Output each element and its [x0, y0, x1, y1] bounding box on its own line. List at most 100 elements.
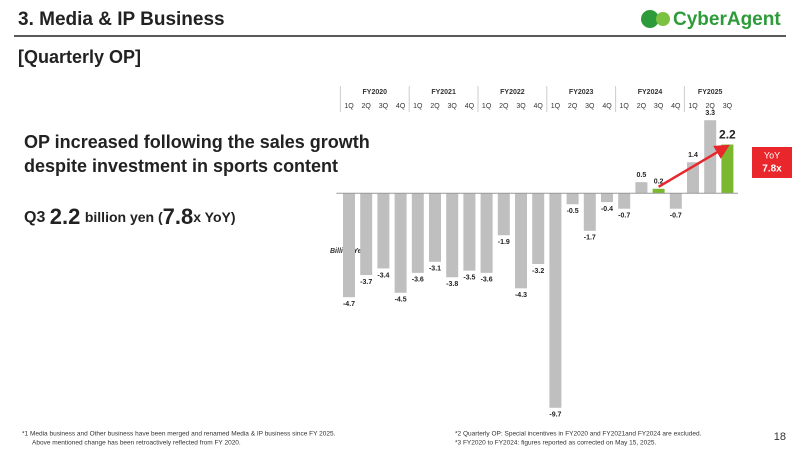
value-label: -1.9	[498, 239, 510, 246]
fiscal-year-label: FY2023	[569, 89, 594, 96]
quarter-label: 3Q	[448, 103, 458, 110]
value-label: -4.3	[515, 292, 527, 299]
bar	[549, 193, 562, 408]
value-label: -3.1	[429, 266, 441, 273]
summary-ratio: 7.8	[163, 204, 194, 229]
bar	[360, 193, 373, 276]
value-label: -4.7	[343, 301, 355, 308]
chart: FY2020 1Q -4.7 2Q -3.7 3Q -3.4 4Q -4.5 FY2021 1Q -3…	[336, 86, 792, 419]
quarter-label: 3Q	[585, 103, 595, 110]
fiscal-year-label: FY2024	[638, 89, 663, 96]
bar	[411, 193, 424, 273]
value-label: -3.4	[377, 272, 389, 279]
quarter-label: 1Q	[688, 103, 698, 110]
quarter-label: 4Q	[671, 103, 681, 110]
footnote: Above mentioned change has been retroact…	[32, 440, 241, 447]
footnote: *1 Media business and Other business hav…	[22, 431, 336, 438]
value-label: 2.2	[719, 128, 736, 142]
fiscal-year-label: FY2021	[431, 89, 456, 96]
quarter-label: 1Q	[413, 103, 423, 110]
value-label: -3.5	[463, 274, 475, 281]
logo-text: CyberAgent	[673, 9, 781, 30]
value-label: -0.4	[601, 206, 613, 213]
value-label: -3.7	[360, 279, 372, 286]
bar	[532, 193, 545, 264]
bar	[429, 193, 441, 262]
headline: OP increased following the sales growth	[24, 132, 370, 152]
value-label: -1.7	[584, 235, 596, 242]
value-label: -0.7	[670, 213, 682, 220]
logo-mark	[656, 12, 670, 26]
bar	[687, 162, 699, 194]
quarter-label: 2Q	[706, 103, 716, 110]
quarter-label: 1Q	[482, 103, 492, 110]
bar	[446, 193, 459, 278]
bar	[463, 193, 476, 271]
quarter-label: 4Q	[534, 103, 544, 110]
bar	[618, 193, 631, 209]
bar	[343, 193, 355, 298]
fiscal-year-label: FY2020	[363, 89, 388, 96]
bar	[515, 193, 527, 289]
value-label: 0.5	[637, 172, 647, 179]
bar	[583, 193, 596, 231]
yoy-label: YoY	[764, 150, 780, 160]
value-label: 3.3	[705, 110, 715, 117]
quarter-label: 4Q	[465, 103, 475, 110]
headline: despite investment in sports content	[24, 156, 338, 176]
quarter-label: 2Q	[568, 103, 578, 110]
value-label: 0.2	[654, 179, 664, 186]
fiscal-year-label: FY2025	[698, 89, 723, 96]
summary-value: 2.2	[50, 204, 81, 229]
yoy-box	[752, 147, 792, 178]
summary: Q3 2.2 billion yen (7.8x YoY)	[24, 204, 236, 229]
bar	[377, 193, 390, 269]
quarter-label: 4Q	[396, 103, 406, 110]
quarter-label: 3Q	[379, 103, 389, 110]
value-label: -3.6	[481, 277, 493, 284]
logo: CyberAgent	[641, 9, 781, 30]
bar	[635, 182, 648, 194]
quarter-label: 2Q	[362, 103, 372, 110]
value-label: -0.7	[618, 213, 630, 220]
quarter-label: 4Q	[602, 103, 612, 110]
growth-arrow	[657, 144, 730, 188]
quarter-label: 1Q	[620, 103, 630, 110]
bar	[394, 193, 407, 293]
summary-ratio-unit: x	[193, 209, 201, 225]
quarter-label: 1Q	[551, 103, 561, 110]
footnote: *2 Quarterly OP: Special incentives in F…	[455, 431, 702, 438]
value-label: -3.8	[446, 281, 458, 288]
bar	[601, 193, 613, 203]
quarter-label: 2Q	[430, 103, 440, 110]
bar	[497, 193, 510, 236]
bar	[721, 144, 734, 194]
summary-unit: billion yen (	[85, 209, 163, 225]
bar	[652, 188, 665, 194]
yoy-value: 7.8x	[762, 164, 782, 175]
page-number: 18	[774, 431, 786, 443]
summary-close: YoY)	[201, 209, 236, 225]
bar	[669, 193, 682, 209]
value-label: -3.6	[412, 277, 424, 284]
value-label: -3.2	[532, 268, 544, 275]
value-label: -4.5	[395, 297, 407, 304]
bar	[480, 193, 493, 273]
quarter-label: 3Q	[654, 103, 664, 110]
value-label: -0.5	[567, 208, 579, 215]
quarter-label: 1Q	[344, 103, 354, 110]
logo-mark	[641, 10, 659, 28]
quarter-label: 2Q	[499, 103, 509, 110]
section-title: [Quarterly OP]	[18, 47, 141, 67]
fiscal-year-label: FY2022	[500, 89, 525, 96]
quarter-label: 2Q	[637, 103, 647, 110]
footnote: *3 FY2020 to FY2024: figures reported as…	[455, 440, 656, 447]
slide-title: 3. Media & IP Business	[18, 9, 225, 30]
value-label: 1.4	[688, 152, 698, 159]
quarter-label: 3Q	[516, 103, 526, 110]
quarter-label: 3Q	[723, 103, 733, 110]
bar	[566, 193, 579, 205]
summary-quarter: Q3	[24, 209, 45, 226]
